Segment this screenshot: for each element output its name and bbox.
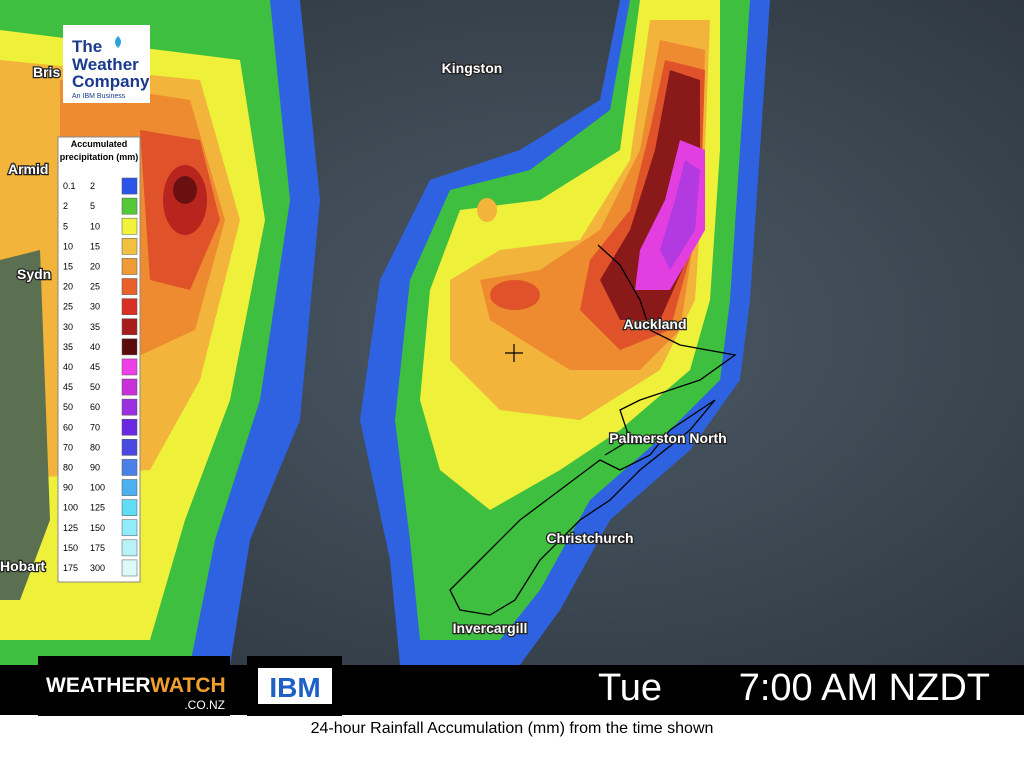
legend-swatch xyxy=(121,298,138,315)
legend-swatch xyxy=(121,479,138,496)
legend-swatch xyxy=(121,318,138,336)
legend-from: 35 xyxy=(63,342,73,352)
city-label: Palmerston North xyxy=(609,430,726,446)
caption: 24-hour Rainfall Accumulation (mm) from … xyxy=(311,720,714,737)
legend-from: 150 xyxy=(63,543,78,553)
legend-from: 45 xyxy=(63,382,73,392)
legend-swatch xyxy=(121,439,138,456)
legend-swatch xyxy=(121,278,138,295)
legend-to: 150 xyxy=(90,523,105,533)
coastline-nz xyxy=(449,244,737,616)
city-label: Invercargill xyxy=(453,620,528,636)
legend-swatch xyxy=(121,338,138,356)
legend-to: 60 xyxy=(90,402,100,412)
legend-swatch xyxy=(121,378,138,396)
city-label: Bris xyxy=(33,64,60,80)
legend-swatch xyxy=(121,398,138,416)
legend-title: Accumulated xyxy=(71,139,128,149)
legend-swatch xyxy=(121,459,138,476)
legend-from: 60 xyxy=(63,422,73,432)
legend-to: 2 xyxy=(90,181,95,191)
logo-drop xyxy=(115,36,121,48)
crosshair xyxy=(505,344,523,362)
city-label: Armid xyxy=(8,161,48,177)
legend-from: 50 xyxy=(63,402,73,412)
legend-from: 10 xyxy=(63,241,73,251)
city-label: Sydn xyxy=(17,266,51,282)
logo-part: WEATHER xyxy=(46,674,150,697)
legend-swatch xyxy=(121,499,138,516)
legend-from: 25 xyxy=(63,302,73,312)
legend-to: 80 xyxy=(90,442,100,452)
legend-to: 25 xyxy=(90,282,100,292)
ibm-logo: IBM xyxy=(269,672,320,703)
legend-from: 5 xyxy=(63,221,68,231)
time-label: 7:00 AM NZDT xyxy=(739,667,990,709)
legend-swatch xyxy=(121,258,138,275)
legend-from: 15 xyxy=(63,261,73,271)
day-label: Tue xyxy=(598,667,662,709)
legend-to: 100 xyxy=(90,483,105,493)
legend-to: 35 xyxy=(90,322,100,332)
logo-text: Company xyxy=(72,72,150,91)
legend-to: 45 xyxy=(90,362,100,372)
legend-to: 10 xyxy=(90,221,100,231)
weatherwatch-logo: WEATHERWATCH xyxy=(46,674,226,697)
legend-to: 125 xyxy=(90,503,105,513)
legend-swatch xyxy=(121,197,138,215)
legend-from: 175 xyxy=(63,563,78,573)
city-label: Auckland xyxy=(623,316,686,332)
logo-box xyxy=(63,25,150,103)
legend-swatch xyxy=(121,358,138,376)
logo-subtext: An IBM Business xyxy=(72,93,126,100)
legend-to: 300 xyxy=(90,563,105,573)
legend-to: 40 xyxy=(90,342,100,352)
legend-to: 50 xyxy=(90,382,100,392)
legend-from: 90 xyxy=(63,483,73,493)
legend-from: 125 xyxy=(63,523,78,533)
rain-band-nz xyxy=(360,0,770,665)
legend-from: 100 xyxy=(63,503,78,513)
legend-swatch xyxy=(121,238,138,255)
legend-to: 30 xyxy=(90,302,100,312)
weatherwatch-logo-box xyxy=(38,656,230,716)
legend-from: 80 xyxy=(63,462,73,472)
legend-from: 40 xyxy=(63,362,73,372)
legend-swatch xyxy=(121,539,138,557)
legend-from: 70 xyxy=(63,442,73,452)
weatherwatch-domain: .CO.NZ xyxy=(184,698,225,712)
legend-to: 175 xyxy=(90,543,105,553)
legend-from: 30 xyxy=(63,322,73,332)
legend-from: 2 xyxy=(63,201,68,211)
city-label: Kingston xyxy=(442,60,503,76)
logo-part: WATCH xyxy=(150,674,225,697)
legend-to: 15 xyxy=(90,241,100,251)
logo-text: Weather xyxy=(72,55,139,74)
legend-swatch xyxy=(121,177,138,195)
legend-from: 0.1 xyxy=(63,181,76,191)
legend-swatch xyxy=(121,418,138,436)
ibm-logo-bg xyxy=(258,668,332,704)
legend-swatch xyxy=(121,559,138,577)
city-label: Christchurch xyxy=(546,530,633,546)
logo-text: The xyxy=(72,37,102,56)
legend-title: precipitation (mm) xyxy=(60,152,139,162)
legend-swatch xyxy=(121,217,138,235)
legend-to: 90 xyxy=(90,462,100,472)
legend-swatch xyxy=(121,519,138,537)
legend-to: 20 xyxy=(90,261,100,271)
legend-to: 70 xyxy=(90,422,100,432)
legend-to: 5 xyxy=(90,201,95,211)
legend: Accumulated precipitation (mm) 0.1 22 55 10… xyxy=(57,136,141,583)
city-label: Hobart xyxy=(0,558,45,574)
legend-from: 20 xyxy=(63,282,73,292)
